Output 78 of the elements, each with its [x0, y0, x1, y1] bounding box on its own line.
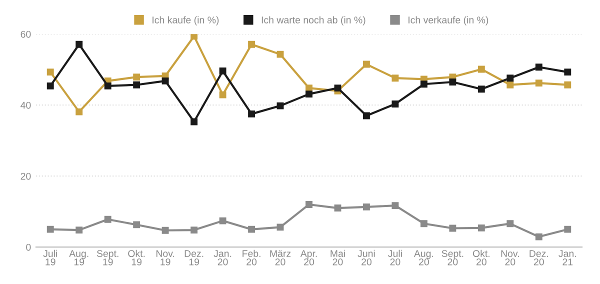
point: [219, 217, 226, 224]
point: [478, 86, 485, 93]
point: [276, 224, 284, 231]
point: [449, 78, 456, 86]
point: [190, 226, 198, 234]
point: [392, 100, 399, 108]
point: [133, 81, 140, 88]
point: [478, 224, 485, 232]
point: [276, 102, 284, 110]
point: [535, 80, 542, 87]
point: [219, 68, 226, 74]
point: [190, 34, 198, 40]
y-tick-label: 20: [20, 172, 31, 180]
point: [46, 82, 54, 90]
point: [104, 82, 112, 90]
point: [392, 74, 399, 82]
point: [363, 203, 370, 210]
x-tick-label: Mai 20: [330, 250, 345, 266]
x-tick-label: Nov. 20: [501, 250, 519, 266]
point: [46, 226, 54, 233]
point: [564, 81, 572, 88]
x-tick-label: Aug. 19: [69, 250, 88, 266]
point: [162, 77, 169, 84]
x-tick-label: Juli 19: [43, 250, 58, 266]
point: [133, 74, 140, 81]
point: [363, 112, 370, 120]
y-tick-label: 60: [20, 30, 31, 38]
point: [506, 220, 514, 228]
x-tick-label: Sept. 20: [442, 250, 464, 266]
legend-label: Ich verkaufe (in %): [408, 16, 488, 26]
x-tick-label: Feb. 20: [242, 250, 260, 266]
point: [76, 108, 83, 116]
point: [76, 226, 83, 234]
x-tick-label: Apr. 20: [300, 250, 317, 266]
point: [306, 90, 312, 98]
point: [334, 84, 342, 92]
point: [535, 64, 542, 71]
x-tick-label: Jan. 21: [558, 250, 576, 266]
point: [535, 233, 542, 240]
point: [334, 204, 342, 212]
x-tick-label: Nov. 19: [156, 250, 174, 266]
point: [420, 220, 428, 228]
legend-label: Ich kaufe (in %): [152, 16, 219, 26]
x-tick-label: Sept. 19: [96, 250, 118, 266]
x-tick-label: Dez. 20: [530, 250, 548, 266]
point: [133, 221, 140, 228]
point: [306, 84, 312, 92]
y-tick-label: 40: [20, 102, 31, 109]
y-tick-label: 0: [26, 244, 31, 251]
point: [506, 74, 514, 82]
point: [392, 202, 399, 210]
point: [506, 81, 514, 88]
point: [190, 118, 198, 126]
x-tick-label: Dez. 19: [184, 250, 204, 266]
point: [248, 110, 255, 118]
point: [564, 68, 572, 76]
point: [248, 40, 255, 48]
x-tick-label: Jan. 20: [214, 250, 232, 266]
point: [162, 226, 169, 234]
point: [420, 80, 428, 88]
point: [306, 201, 312, 208]
point: [46, 68, 54, 76]
legend-label: Ich warte noch ab (in %): [262, 16, 366, 26]
point: [104, 216, 112, 223]
point: [564, 226, 572, 233]
x-tick-label: Juli 20: [388, 250, 402, 266]
x-tick-label: Okt. 19: [128, 250, 145, 266]
point: [478, 66, 485, 73]
point: [248, 226, 255, 233]
point: [363, 60, 370, 68]
point: [219, 91, 226, 98]
point: [276, 50, 284, 58]
x-tick-label: Aug. 20: [414, 250, 434, 266]
point: [76, 40, 83, 48]
x-tick-label: Juni 20: [358, 250, 375, 266]
x-tick-label: Okt. 20: [472, 250, 490, 266]
x-tick-label: März 20: [270, 250, 291, 266]
point: [449, 224, 456, 232]
